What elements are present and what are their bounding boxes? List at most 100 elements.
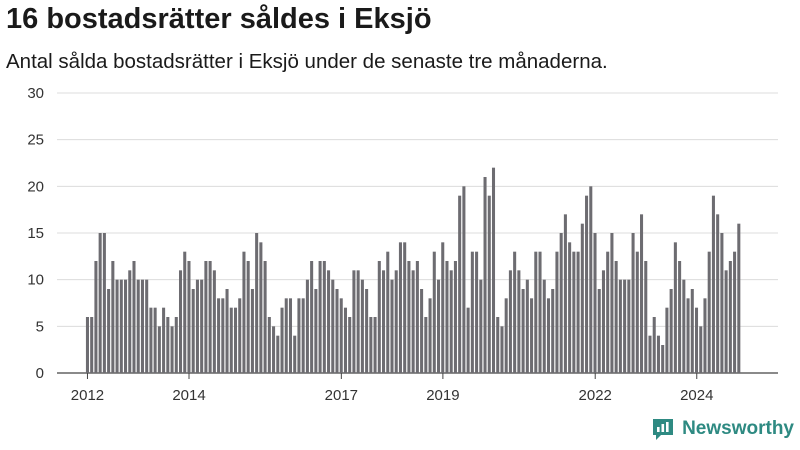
bar <box>140 279 144 373</box>
bar <box>250 289 254 373</box>
bar <box>525 279 529 373</box>
bar <box>530 298 534 373</box>
x-tick-label: 2019 <box>426 387 459 404</box>
bar <box>174 317 178 373</box>
bar <box>187 261 191 373</box>
bar <box>449 270 453 373</box>
bar <box>635 251 639 373</box>
bar <box>90 317 94 373</box>
bar <box>720 233 724 373</box>
bar <box>682 279 686 373</box>
bar <box>407 261 411 373</box>
bar <box>343 307 347 373</box>
bar <box>386 251 390 373</box>
bar <box>157 326 161 373</box>
bar <box>415 261 419 373</box>
bar <box>542 279 546 373</box>
bar <box>373 317 377 373</box>
bar <box>538 251 542 373</box>
bar <box>255 233 259 373</box>
bar <box>107 289 111 373</box>
x-tick-label: 2022 <box>579 387 612 404</box>
bar <box>424 317 428 373</box>
bar <box>580 223 584 373</box>
bar <box>365 289 369 373</box>
newsworthy-logo-icon <box>653 419 674 440</box>
bar <box>276 335 280 373</box>
bar <box>428 298 432 373</box>
bar <box>733 251 737 373</box>
bar <box>145 279 149 373</box>
bar <box>191 289 195 373</box>
bar <box>178 270 183 373</box>
bar <box>728 261 732 373</box>
bar <box>111 261 115 373</box>
bar <box>652 317 656 373</box>
bar <box>369 317 373 373</box>
bar <box>711 195 715 373</box>
bar <box>491 167 496 373</box>
bar <box>576 251 580 373</box>
bar <box>208 261 212 373</box>
bar <box>724 270 728 373</box>
bar <box>597 289 601 373</box>
bar <box>445 261 449 373</box>
bar <box>204 261 208 373</box>
bar <box>496 317 500 373</box>
bar <box>153 307 157 373</box>
y-tick-label: 0 <box>36 365 44 382</box>
bar <box>500 326 504 373</box>
bar <box>623 279 627 373</box>
bar <box>403 242 407 373</box>
bar <box>398 242 402 373</box>
bar <box>382 270 386 373</box>
x-tick-label: 2017 <box>325 387 358 404</box>
bar <box>411 270 415 373</box>
bar <box>466 307 470 373</box>
chart-title: 16 bostadsrätter såldes i Eksjö <box>6 3 432 35</box>
bar <box>335 289 339 373</box>
bar <box>322 261 326 373</box>
bar <box>585 195 589 373</box>
bar <box>149 307 153 373</box>
bar <box>487 195 491 373</box>
bar <box>390 279 394 373</box>
bar <box>284 298 288 373</box>
bar <box>98 233 102 373</box>
bar <box>183 251 187 373</box>
bar <box>563 214 567 373</box>
bar <box>601 270 605 373</box>
bar <box>166 317 170 373</box>
bar <box>644 261 648 373</box>
bar <box>327 270 331 373</box>
y-tick-label: 5 <box>36 318 44 335</box>
bar <box>259 242 263 373</box>
bar <box>508 270 512 373</box>
bar <box>318 261 322 373</box>
bar <box>606 251 610 373</box>
bar <box>453 261 457 373</box>
bar <box>640 214 644 373</box>
brand-logo[interactable]: Newsworthy <box>650 416 794 442</box>
bar <box>504 298 508 373</box>
bar <box>661 345 665 373</box>
bar <box>212 270 216 373</box>
bar <box>272 326 276 373</box>
bar <box>221 298 225 373</box>
bar <box>513 251 517 373</box>
bar <box>458 195 462 373</box>
bar <box>559 233 563 373</box>
bar <box>301 298 305 373</box>
bar <box>551 289 555 373</box>
bar <box>339 298 343 373</box>
y-tick-label: 15 <box>27 225 44 242</box>
bar <box>225 289 229 373</box>
bar <box>475 251 479 373</box>
bar <box>441 242 445 373</box>
bar <box>648 335 652 373</box>
bar <box>115 279 119 373</box>
bar <box>436 279 441 373</box>
bar <box>229 307 233 373</box>
bar <box>200 279 204 373</box>
